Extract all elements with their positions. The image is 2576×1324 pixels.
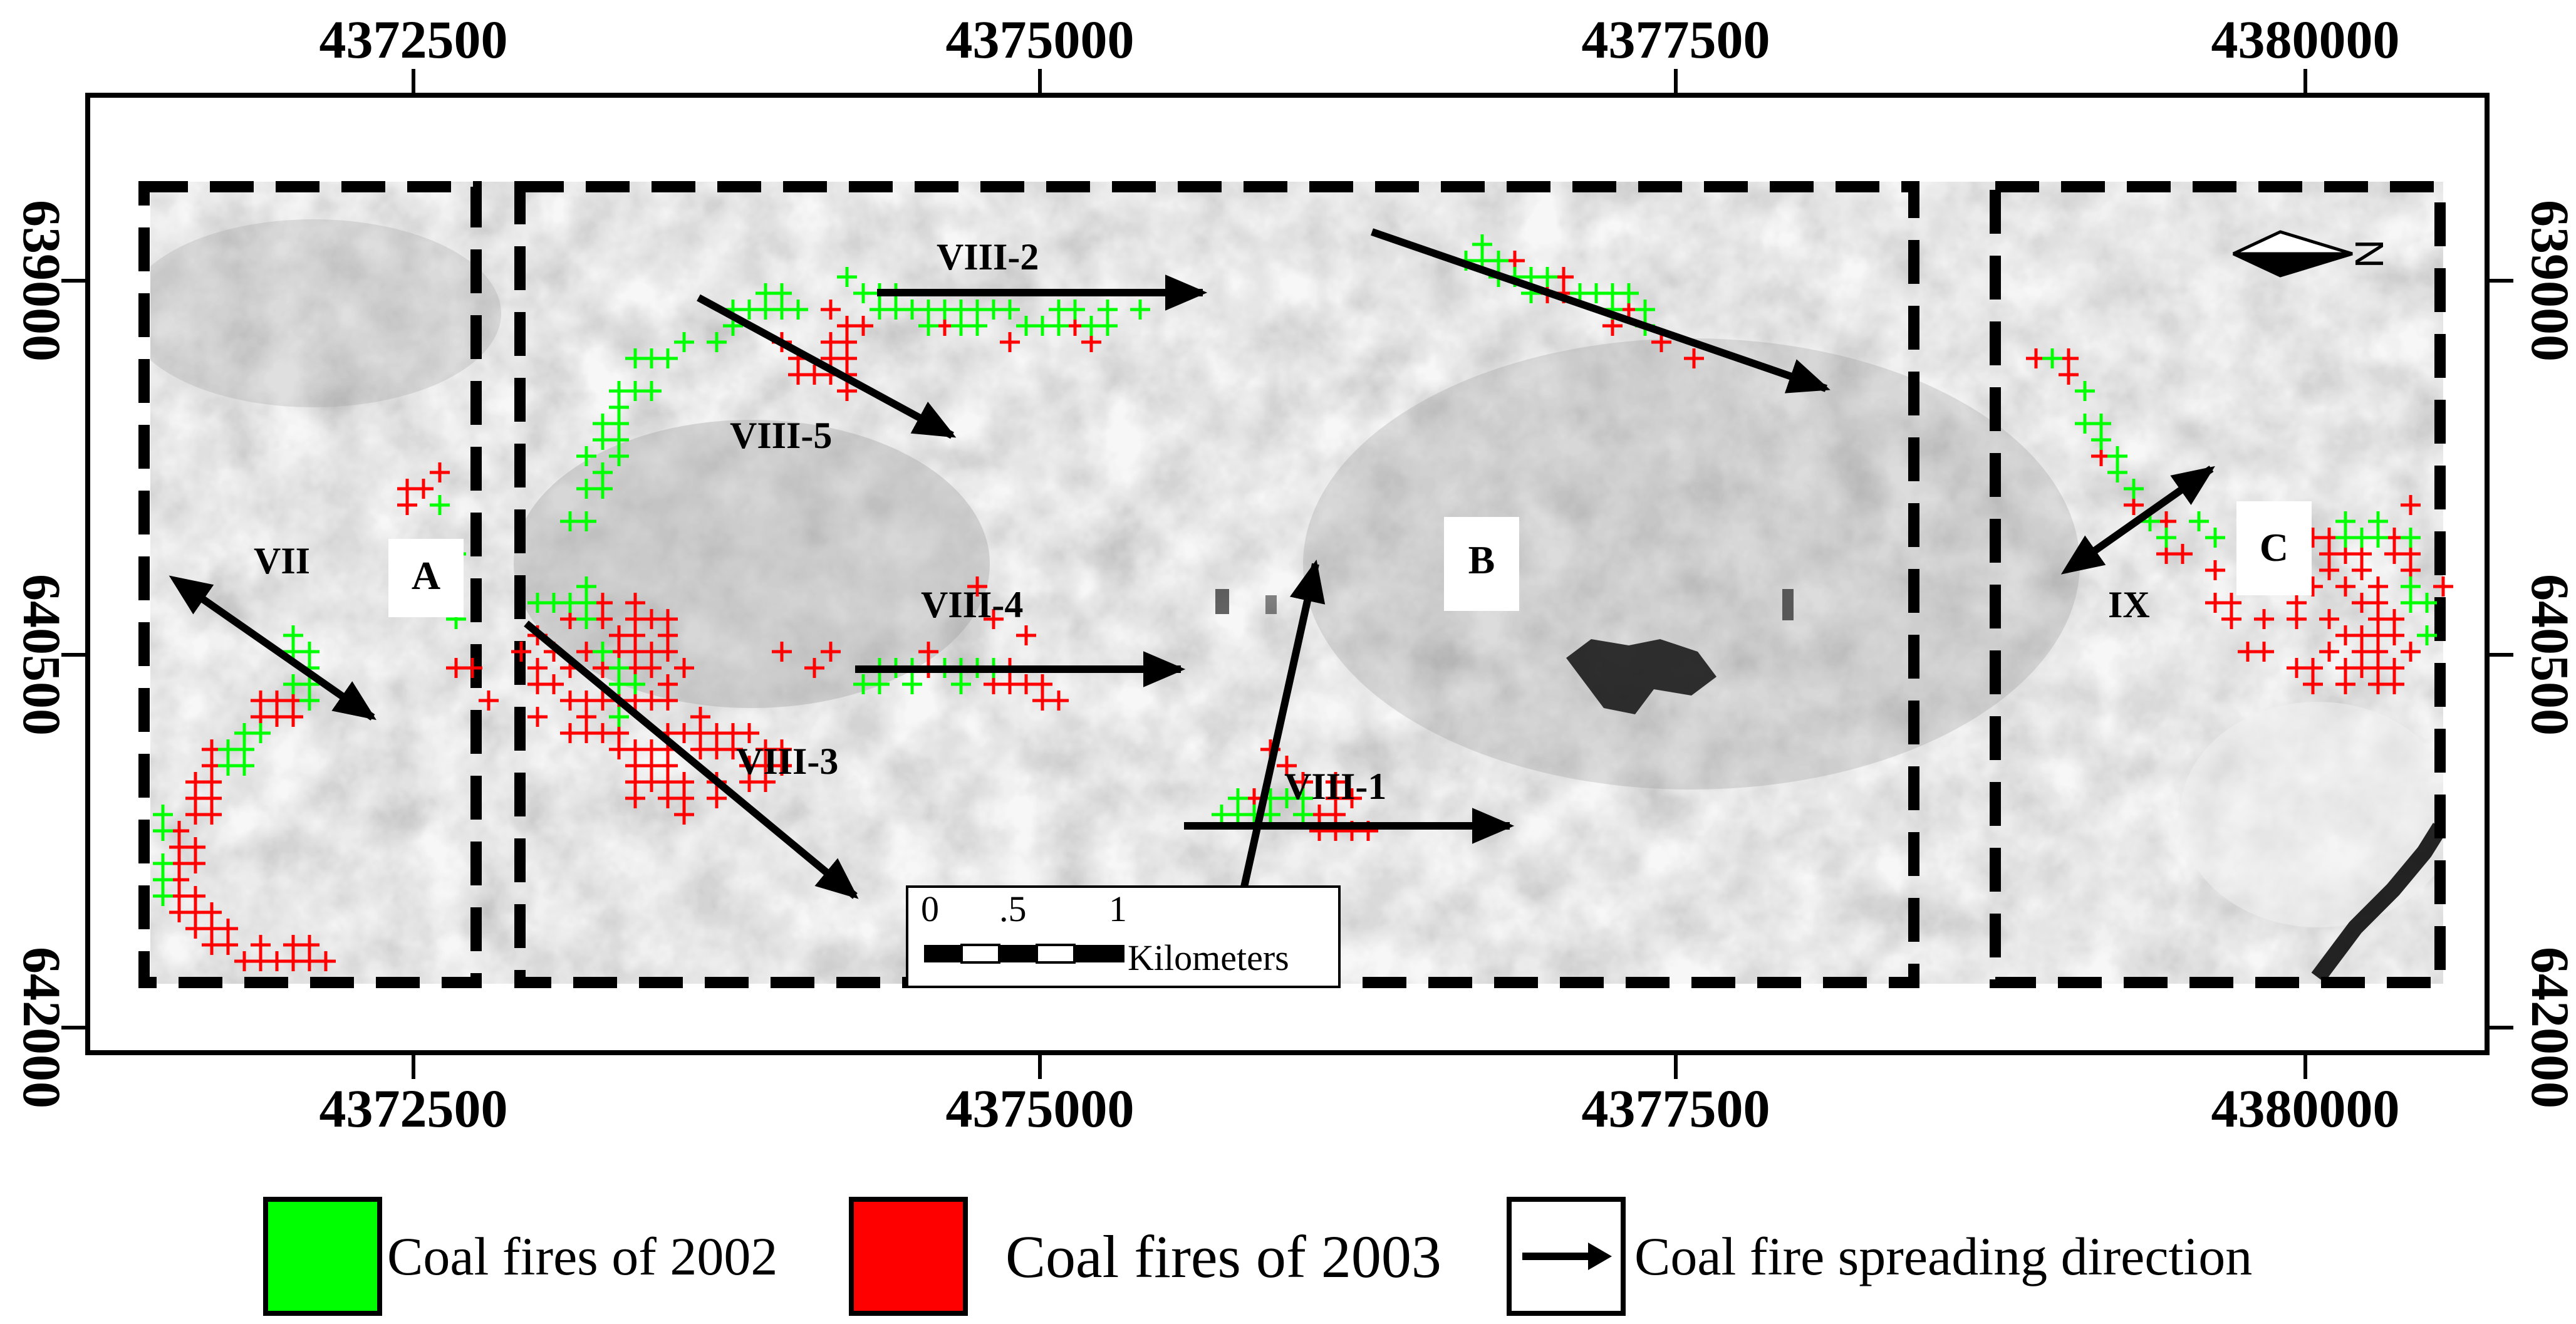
arrow-ix (2060, 466, 2215, 575)
legend-item-2003: Coal fires of 2003 (849, 1197, 1441, 1316)
zone-boxes (138, 181, 2446, 988)
right-axis-label-2: 640500 (2520, 574, 2576, 736)
left-axis-label-3: 642000 (12, 947, 72, 1108)
label-viii-4: VIII-4 (921, 584, 1023, 625)
scale-tick-0: 0 (921, 889, 939, 929)
legend-swatch-2002 (263, 1197, 382, 1316)
spreading-arrows (169, 228, 2215, 899)
label-ix: IX (2108, 584, 2150, 625)
legend-item-arrow: Coal fire spreading direction (1507, 1197, 2252, 1316)
arrow-vii (169, 575, 377, 721)
zone-box-c (1990, 181, 2446, 988)
label-viii-2: VIII-2 (937, 236, 1039, 278)
legend-label-2003: Coal fires of 2003 (1005, 1222, 1441, 1290)
arrow-viii-3 (524, 620, 859, 899)
top-axis-label-3: 4377500 (1582, 9, 1770, 70)
top-axis-label-4: 4380000 (2211, 9, 2400, 70)
scale-bar: 0 .5 1 Kilometers (906, 885, 1341, 988)
label-viii-1: VIII-1 (1284, 766, 1386, 807)
zone-label-c: C (2260, 525, 2288, 570)
left-axis-label-2: 640500 (12, 574, 72, 736)
zone-label-b: B (1468, 538, 1495, 582)
bottom-axis-label-2: 4375000 (946, 1078, 1135, 1139)
top-axis-label-1: 4372500 (319, 9, 508, 70)
zone-labels: A B C (388, 501, 2312, 617)
label-vii: VII (254, 540, 310, 581)
label-viii-5: VIII-5 (730, 415, 832, 456)
zone-box-b (514, 181, 1919, 988)
right-axis-label-3: 642000 (2520, 947, 2576, 1108)
satellite-image (150, 182, 2443, 984)
legend: Coal fires of 2002 Coal fires of 2003 Co… (0, 1178, 2576, 1324)
arrow-icon (1507, 1197, 1626, 1316)
bottom-axis-label-3: 4377500 (1582, 1078, 1770, 1139)
north-label: N (2347, 239, 2392, 268)
right-axis-label-1: 639000 (2520, 200, 2576, 362)
legend-label-arrow: Coal fire spreading direction (1634, 1226, 2253, 1286)
scale-unit: Kilometers (1128, 937, 1289, 978)
label-viii-3: VIII-3 (736, 741, 838, 782)
legend-label-2002: Coal fires of 2002 (387, 1226, 778, 1286)
north-arrow-icon: N (2232, 230, 2392, 278)
zone-label-a: A (412, 553, 440, 598)
zone-box-a (138, 181, 482, 988)
scale-tick-1: 1 (1109, 889, 1127, 929)
legend-swatch-2003 (849, 1197, 968, 1316)
axis-ticks (61, 69, 2513, 1079)
arrow-viii-5 (697, 294, 957, 439)
scale-tick-05: .5 (999, 889, 1027, 929)
legend-item-2002: Coal fires of 2002 (263, 1197, 777, 1316)
top-axis-label-2: 4375000 (946, 9, 1135, 70)
arrow-upper-b (1371, 228, 1831, 394)
bottom-axis-label-4: 4380000 (2211, 1078, 2400, 1139)
arrow-viii-1-vertical (1240, 559, 1326, 891)
bottom-axis-label-1: 4372500 (319, 1078, 508, 1139)
left-axis-label-1: 639000 (12, 200, 72, 362)
